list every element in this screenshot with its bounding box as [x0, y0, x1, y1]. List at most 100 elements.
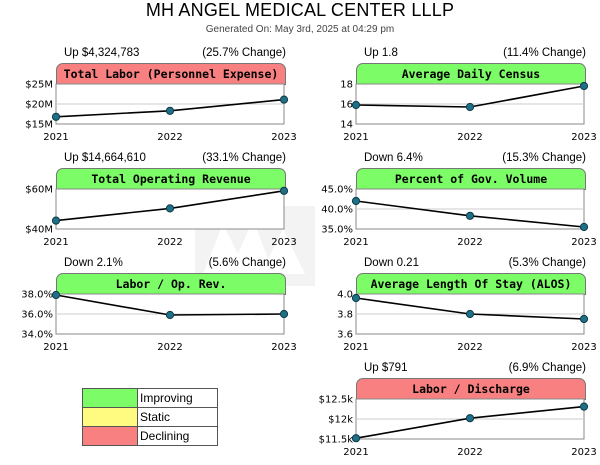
- y-tick-label: 45.0%: [321, 185, 353, 196]
- x-tick-label: 2021: [343, 447, 368, 458]
- kpi-panel-total-labor-personnel-expense: Up $4,324,783 (25.7% Change) Total Labor (…: [25, 47, 296, 147]
- data-point: [351, 196, 361, 206]
- line-chart: $11.5k $12k $12.5k 2021 2022 2023: [319, 395, 597, 459]
- x-tick-label: 2021: [343, 237, 368, 248]
- legend-item-static: Static: [83, 408, 217, 427]
- data-point: [579, 222, 589, 232]
- x-tick-label: 2022: [157, 132, 182, 143]
- x-tick-label: 2022: [457, 132, 482, 143]
- x-tick-label: 2021: [343, 132, 368, 143]
- legend-label: Declining: [140, 429, 190, 443]
- change-percent: (6.9% Change): [508, 362, 586, 374]
- x-tick-label: 2023: [271, 342, 296, 353]
- legend-item-declining: Declining: [83, 427, 217, 445]
- data-point: [465, 414, 475, 423]
- x-tick-label: 2022: [457, 447, 482, 458]
- y-tick-label: 4.0: [337, 290, 353, 301]
- data-point: [579, 314, 589, 324]
- line-chart: $15M $20M $25M 2021 2022 2023: [25, 80, 296, 144]
- x-tick-label: 2021: [343, 342, 368, 353]
- x-tick-label: 2023: [571, 447, 596, 458]
- chart-title: Percent of Gov. Volume: [356, 168, 586, 190]
- data-point: [465, 309, 475, 319]
- legend-item-improving: Improving: [83, 389, 217, 408]
- y-tick-label: 34.0%: [21, 330, 53, 341]
- change-summary: Up 1.8: [364, 47, 398, 59]
- line-chart: 35.0% 40.0% 45.0% 2021 2022 2023: [321, 185, 597, 249]
- chart-title: Labor / Op. Rev.: [56, 273, 286, 295]
- x-tick-label: 2021: [43, 342, 68, 353]
- legend-label: Static: [140, 410, 171, 424]
- y-tick-label: 14: [340, 120, 353, 131]
- y-tick-label: $15M: [25, 120, 53, 131]
- y-tick-label: $25M: [25, 80, 53, 91]
- status-legend: Improving Static Declining: [82, 388, 218, 446]
- kpi-panel-total-operating-revenue: Up $14,664,610 (33.1% Change) Total Operat…: [25, 152, 296, 252]
- legend-swatch-improving: [83, 389, 138, 407]
- change-summary: Up $14,664,610: [64, 152, 146, 164]
- y-tick-label: $12k: [328, 415, 353, 426]
- kpi-panel-labor-discharge: Up $791 (6.9% Change) Labor / Discharge $11…: [319, 362, 597, 462]
- data-point: [165, 204, 175, 213]
- data-point: [579, 402, 589, 411]
- line-chart: 14 16 18 2021 2022 2023: [340, 80, 596, 144]
- y-tick-label: 3.6: [337, 330, 353, 341]
- kpi-panel-percent-of-gov-volume: Down 6.4% (15.3% Change) Percent of Gov. V…: [321, 152, 597, 252]
- x-tick-label: 2022: [457, 237, 482, 248]
- data-point: [465, 211, 475, 220]
- change-percent: (5.3% Change): [508, 257, 586, 269]
- x-tick-label: 2022: [157, 237, 182, 248]
- data-point: [465, 102, 475, 112]
- kpi-panel-labor-op-rev: Down 2.1% (5.6% Change) Labor / Op. Rev. 34…: [21, 257, 297, 357]
- kpi-panel-average-daily-census: Up 1.8 (11.4% Change) Average Daily Census…: [340, 47, 596, 147]
- y-tick-label: $60M: [25, 185, 53, 196]
- change-percent: (25.7% Change): [202, 47, 286, 59]
- data-point: [165, 310, 175, 320]
- y-tick-label: $12.5k: [319, 395, 354, 406]
- page-title: MH ANGEL MEDICAL CENTER LLLP: [145, 0, 455, 20]
- x-tick-label: 2023: [571, 342, 596, 353]
- chart-title: Total Labor (Personnel Expense): [56, 63, 286, 85]
- x-tick-label: 2021: [43, 237, 68, 248]
- change-percent: (5.6% Change): [208, 257, 286, 269]
- y-tick-label: $11.5k: [319, 435, 354, 446]
- kpi-panel-average-length-of-stay-alos: Down 0.21 (5.3% Change) Average Length Of …: [337, 257, 597, 357]
- chart-title: Total Operating Revenue: [56, 168, 286, 190]
- x-tick-label: 2023: [271, 132, 296, 143]
- chart-title: Average Daily Census: [356, 63, 586, 85]
- y-tick-label: 40.0%: [321, 205, 353, 216]
- change-summary: Down 6.4%: [364, 152, 423, 164]
- data-point: [351, 100, 361, 110]
- x-tick-label: 2022: [157, 342, 182, 353]
- y-tick-label: $40M: [25, 225, 53, 236]
- change-percent: (15.3% Change): [502, 152, 586, 164]
- change-summary: Down 0.21: [364, 257, 419, 269]
- y-tick-label: 18: [340, 80, 353, 91]
- legend-label: Improving: [140, 391, 193, 405]
- legend-swatch-static: [83, 408, 138, 426]
- y-tick-label: $20M: [25, 100, 53, 111]
- data-point: [51, 112, 61, 121]
- data-point: [351, 434, 361, 443]
- data-point: [51, 216, 61, 225]
- data-point: [279, 309, 289, 319]
- x-tick-label: 2021: [43, 132, 68, 143]
- y-tick-label: 3.8: [337, 310, 353, 321]
- line-chart: 3.6 3.8 4.0 2021 2022 2023: [337, 290, 597, 354]
- y-tick-label: 38.0%: [21, 290, 53, 301]
- line-chart: 34.0% 36.0% 38.0% 2021 2022 2023: [21, 290, 297, 354]
- data-point: [279, 95, 289, 104]
- generated-timestamp: Generated On: May 3rd, 2025 at 04:29 pm: [205, 24, 395, 35]
- data-point: [279, 186, 289, 195]
- x-tick-label: 2022: [457, 342, 482, 353]
- change-summary: Down 2.1%: [64, 257, 123, 269]
- chart-title: Average Length Of Stay (ALOS): [356, 273, 586, 295]
- change-summary: Up $4,324,783: [64, 47, 140, 59]
- change-summary: Up $791: [364, 362, 408, 374]
- data-point: [351, 293, 361, 303]
- x-tick-label: 2023: [571, 132, 596, 143]
- data-point: [51, 290, 61, 300]
- legend-swatch-declining: [83, 427, 138, 445]
- change-percent: (11.4% Change): [503, 47, 586, 59]
- x-tick-label: 2023: [571, 237, 596, 248]
